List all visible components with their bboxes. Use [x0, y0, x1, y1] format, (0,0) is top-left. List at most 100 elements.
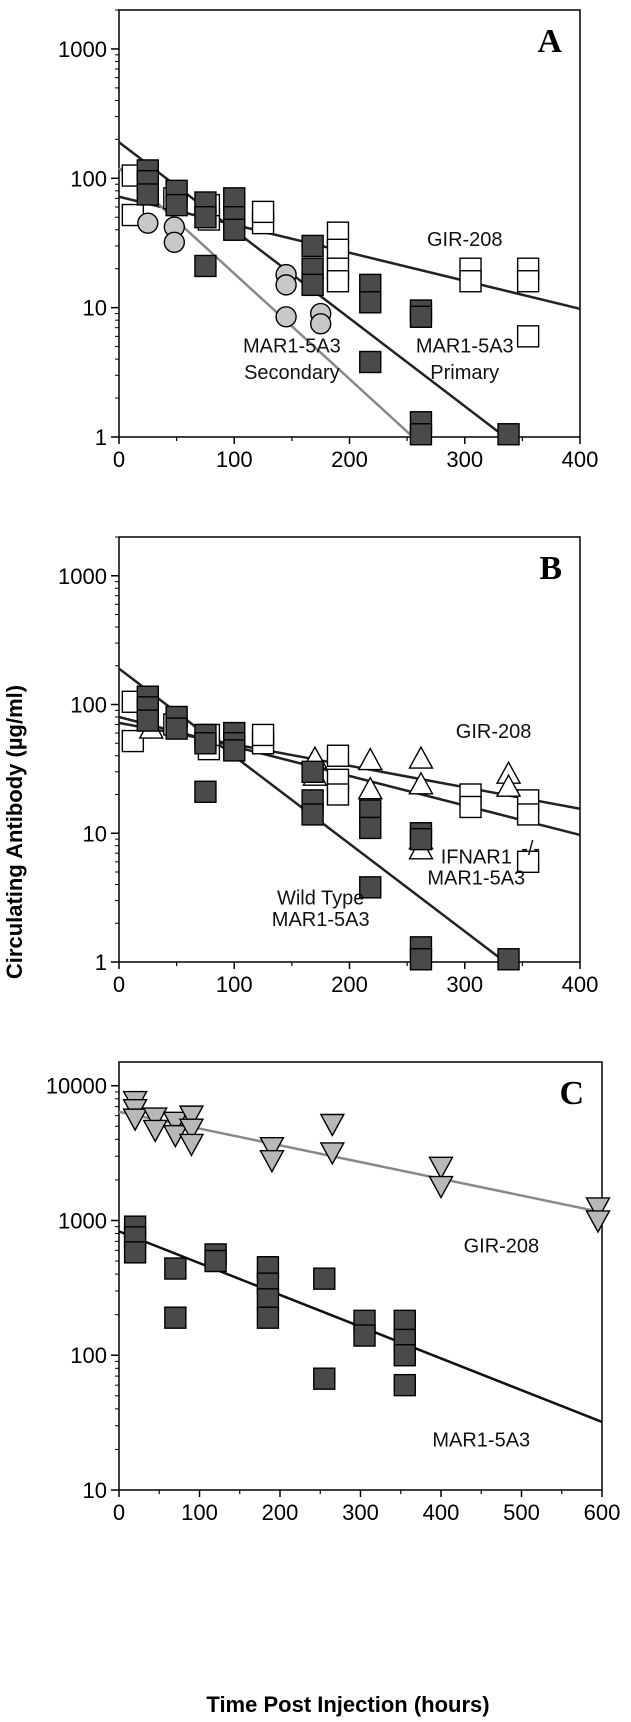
x-axis-title: Time Post Injection (hours) [206, 1692, 489, 1717]
series-label: MAR1-5A3 [243, 336, 341, 358]
data-point [359, 291, 382, 314]
data-point [275, 274, 297, 296]
data-point [393, 1373, 416, 1397]
data-point [136, 709, 160, 732]
x-tick-label: 0 [113, 1500, 125, 1525]
data-point [585, 1210, 611, 1234]
data-point [516, 850, 540, 874]
data-point [301, 234, 324, 258]
y-tick-label: 1 [95, 425, 107, 450]
x-tick-label: 200 [331, 972, 368, 997]
data-point [142, 1107, 168, 1131]
panel-b-chart: 0 100 200 300 400 1 10 100 1000 GIR-208 IFNAR1 -/- M… [58, 536, 599, 997]
data-point [326, 238, 350, 262]
series-label: MAR1-5A3 [272, 909, 370, 931]
data-point [326, 783, 350, 806]
data-point [301, 803, 324, 826]
panel-c-chart: 0 100 200 300 400 500 600 10 100 1000 10000 GIR-208… [46, 1061, 621, 1525]
data-point [122, 1108, 148, 1132]
data-point [359, 876, 382, 899]
data-point [516, 325, 540, 348]
data-point [121, 729, 145, 753]
x-tick-label: 100 [181, 1500, 218, 1525]
y-tick-label: 1 [95, 950, 107, 975]
x-tick-label: 400 [562, 972, 599, 997]
data-point [204, 1249, 227, 1273]
fit-line [118, 195, 581, 310]
x-tick-label: 300 [446, 447, 483, 472]
data-point [164, 1257, 187, 1280]
series-label: -/- [521, 838, 540, 860]
x-tick-label: 200 [331, 447, 368, 472]
data-point [428, 1175, 454, 1200]
y-tick-label: 1000 [58, 564, 107, 589]
data-point [408, 771, 434, 795]
x-tick-label: 0 [113, 972, 125, 997]
data-point [409, 948, 433, 971]
data-point [194, 780, 217, 803]
data-point [194, 206, 217, 229]
data-point [359, 350, 382, 374]
x-tick-label: 100 [216, 447, 253, 472]
data-point [393, 1344, 416, 1367]
data-point [357, 747, 383, 771]
data-point [319, 1142, 346, 1166]
data-point [178, 1133, 205, 1157]
data-point [497, 423, 520, 446]
data-point [495, 773, 522, 797]
data-point [359, 816, 382, 840]
data-point [408, 745, 434, 769]
data-point [309, 313, 332, 335]
y-tick-label: 1000 [58, 1208, 107, 1233]
series-label: GIR-208 [427, 229, 503, 251]
data-point [123, 1241, 147, 1264]
data-point [223, 218, 246, 241]
series-label: MAR1-5A3 [416, 336, 514, 358]
data-point [223, 739, 246, 762]
series-label: MAR1-5A3 [432, 1430, 530, 1452]
data-point [353, 1324, 376, 1347]
series-label: MAR1-5A3 [427, 867, 525, 889]
data-point [301, 273, 324, 297]
data-point [251, 200, 275, 224]
y-tick-label: 100 [70, 1343, 107, 1368]
x-tick-label: 400 [423, 1500, 460, 1525]
data-point [163, 231, 186, 254]
plot-frame [118, 9, 581, 438]
y-tick-label: 10 [83, 296, 107, 321]
data-point [585, 1197, 611, 1221]
data-point [165, 717, 188, 740]
panel-a-chart: 0 100 200 300 400 1 10 100 1000 GIR-208 MAR1-5A3 Se… [58, 9, 599, 472]
data-point [313, 1367, 336, 1390]
data-point [251, 723, 275, 747]
x-tick-label: 300 [446, 972, 483, 997]
fit-line [118, 1110, 603, 1214]
data-point [256, 1306, 280, 1329]
x-tick-label: 300 [342, 1500, 379, 1525]
data-point [136, 183, 160, 206]
data-point [162, 1111, 189, 1135]
x-tick-label: 400 [562, 447, 599, 472]
series-label: GIR-208 [456, 721, 532, 743]
data-point [313, 1267, 336, 1290]
data-point [516, 270, 540, 293]
x-tick-label: 600 [584, 1500, 621, 1525]
panel-letter: B [539, 550, 562, 587]
series-label: GIR-208 [464, 1235, 540, 1257]
series-label: Primary [430, 362, 499, 384]
y-tick-label: 100 [70, 693, 107, 718]
data-point [178, 1105, 205, 1129]
data-point [194, 732, 217, 755]
data-point [497, 948, 520, 971]
data-point [259, 1150, 285, 1174]
y-tick-label: 10 [83, 1478, 107, 1503]
series-label: Wild Type [277, 887, 364, 909]
data-point [393, 1309, 416, 1333]
y-tick-label: 100 [70, 166, 107, 191]
data-point [275, 306, 297, 328]
panel-letter: A [537, 23, 562, 60]
x-tick-label: 100 [216, 972, 253, 997]
x-tick-label: 200 [262, 1500, 299, 1525]
data-point [459, 795, 482, 819]
